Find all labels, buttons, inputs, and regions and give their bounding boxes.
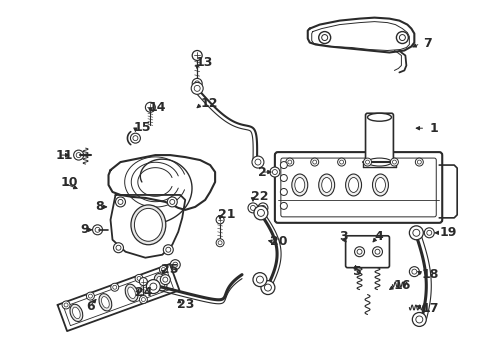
Ellipse shape xyxy=(127,287,135,298)
Circle shape xyxy=(280,162,287,168)
Circle shape xyxy=(354,247,364,257)
Text: 10: 10 xyxy=(61,176,78,189)
Circle shape xyxy=(414,158,423,166)
Text: 19: 19 xyxy=(438,226,456,239)
Circle shape xyxy=(216,216,224,224)
Text: 22: 22 xyxy=(250,190,268,203)
Text: 16: 16 xyxy=(393,279,410,292)
Circle shape xyxy=(115,197,125,207)
Circle shape xyxy=(86,292,94,300)
Circle shape xyxy=(411,312,426,327)
Circle shape xyxy=(139,296,147,303)
Circle shape xyxy=(318,32,330,44)
Ellipse shape xyxy=(294,177,304,193)
Circle shape xyxy=(280,175,287,181)
Circle shape xyxy=(110,283,119,291)
Text: 5: 5 xyxy=(352,265,361,278)
Ellipse shape xyxy=(154,274,167,291)
Text: 1: 1 xyxy=(428,122,437,135)
Ellipse shape xyxy=(318,174,334,196)
Circle shape xyxy=(269,167,279,177)
Ellipse shape xyxy=(99,294,112,311)
Circle shape xyxy=(216,239,224,247)
Circle shape xyxy=(310,158,318,166)
Text: 17: 17 xyxy=(421,302,438,315)
Text: 14: 14 xyxy=(148,101,165,114)
Circle shape xyxy=(408,267,419,276)
Circle shape xyxy=(372,247,382,257)
Circle shape xyxy=(135,274,143,282)
Circle shape xyxy=(389,158,398,166)
FancyBboxPatch shape xyxy=(274,152,441,223)
Circle shape xyxy=(337,158,345,166)
FancyBboxPatch shape xyxy=(365,113,393,162)
Ellipse shape xyxy=(102,297,109,308)
Circle shape xyxy=(396,32,407,44)
Text: 11: 11 xyxy=(56,149,73,162)
Circle shape xyxy=(285,158,293,166)
Text: 24: 24 xyxy=(135,286,153,299)
Text: 3: 3 xyxy=(339,230,347,243)
Text: 4: 4 xyxy=(374,230,383,243)
Circle shape xyxy=(363,158,371,166)
Ellipse shape xyxy=(375,177,385,193)
Text: 15: 15 xyxy=(133,121,151,134)
Circle shape xyxy=(163,245,173,255)
Circle shape xyxy=(192,78,202,88)
Ellipse shape xyxy=(321,177,331,193)
Text: 25: 25 xyxy=(161,263,179,276)
Circle shape xyxy=(74,150,83,160)
Circle shape xyxy=(139,278,147,285)
Circle shape xyxy=(424,228,433,238)
Ellipse shape xyxy=(372,174,387,196)
Text: 6: 6 xyxy=(86,300,95,313)
Circle shape xyxy=(253,206,267,220)
Circle shape xyxy=(130,133,140,143)
FancyBboxPatch shape xyxy=(280,158,435,217)
Circle shape xyxy=(145,102,155,112)
Ellipse shape xyxy=(131,205,165,245)
Ellipse shape xyxy=(72,307,80,319)
Circle shape xyxy=(261,280,274,294)
Circle shape xyxy=(280,202,287,210)
Circle shape xyxy=(258,203,267,213)
Text: 8: 8 xyxy=(95,201,104,213)
Text: 23: 23 xyxy=(177,298,194,311)
Text: 7: 7 xyxy=(423,37,431,50)
Circle shape xyxy=(252,273,266,287)
Circle shape xyxy=(191,82,203,94)
Ellipse shape xyxy=(345,174,361,196)
Circle shape xyxy=(160,275,170,285)
Text: 18: 18 xyxy=(421,268,438,281)
Circle shape xyxy=(170,260,180,270)
Circle shape xyxy=(408,226,423,240)
Text: 13: 13 xyxy=(195,56,212,69)
Circle shape xyxy=(280,189,287,195)
Ellipse shape xyxy=(134,208,162,241)
Circle shape xyxy=(62,301,70,309)
Text: 21: 21 xyxy=(218,208,235,221)
Ellipse shape xyxy=(157,276,164,288)
Circle shape xyxy=(251,156,264,168)
Ellipse shape xyxy=(70,304,82,321)
Circle shape xyxy=(192,50,202,60)
Text: 12: 12 xyxy=(200,97,217,110)
Circle shape xyxy=(167,197,177,207)
Text: 9: 9 xyxy=(81,223,89,236)
Ellipse shape xyxy=(348,177,358,193)
Circle shape xyxy=(146,280,160,293)
Ellipse shape xyxy=(291,174,307,196)
Text: 2: 2 xyxy=(258,166,266,179)
Circle shape xyxy=(113,243,123,253)
Ellipse shape xyxy=(367,113,390,121)
Circle shape xyxy=(92,225,102,235)
FancyBboxPatch shape xyxy=(345,236,388,268)
Circle shape xyxy=(159,266,167,274)
Circle shape xyxy=(247,203,258,213)
Text: 20: 20 xyxy=(269,235,287,248)
Ellipse shape xyxy=(125,284,138,301)
